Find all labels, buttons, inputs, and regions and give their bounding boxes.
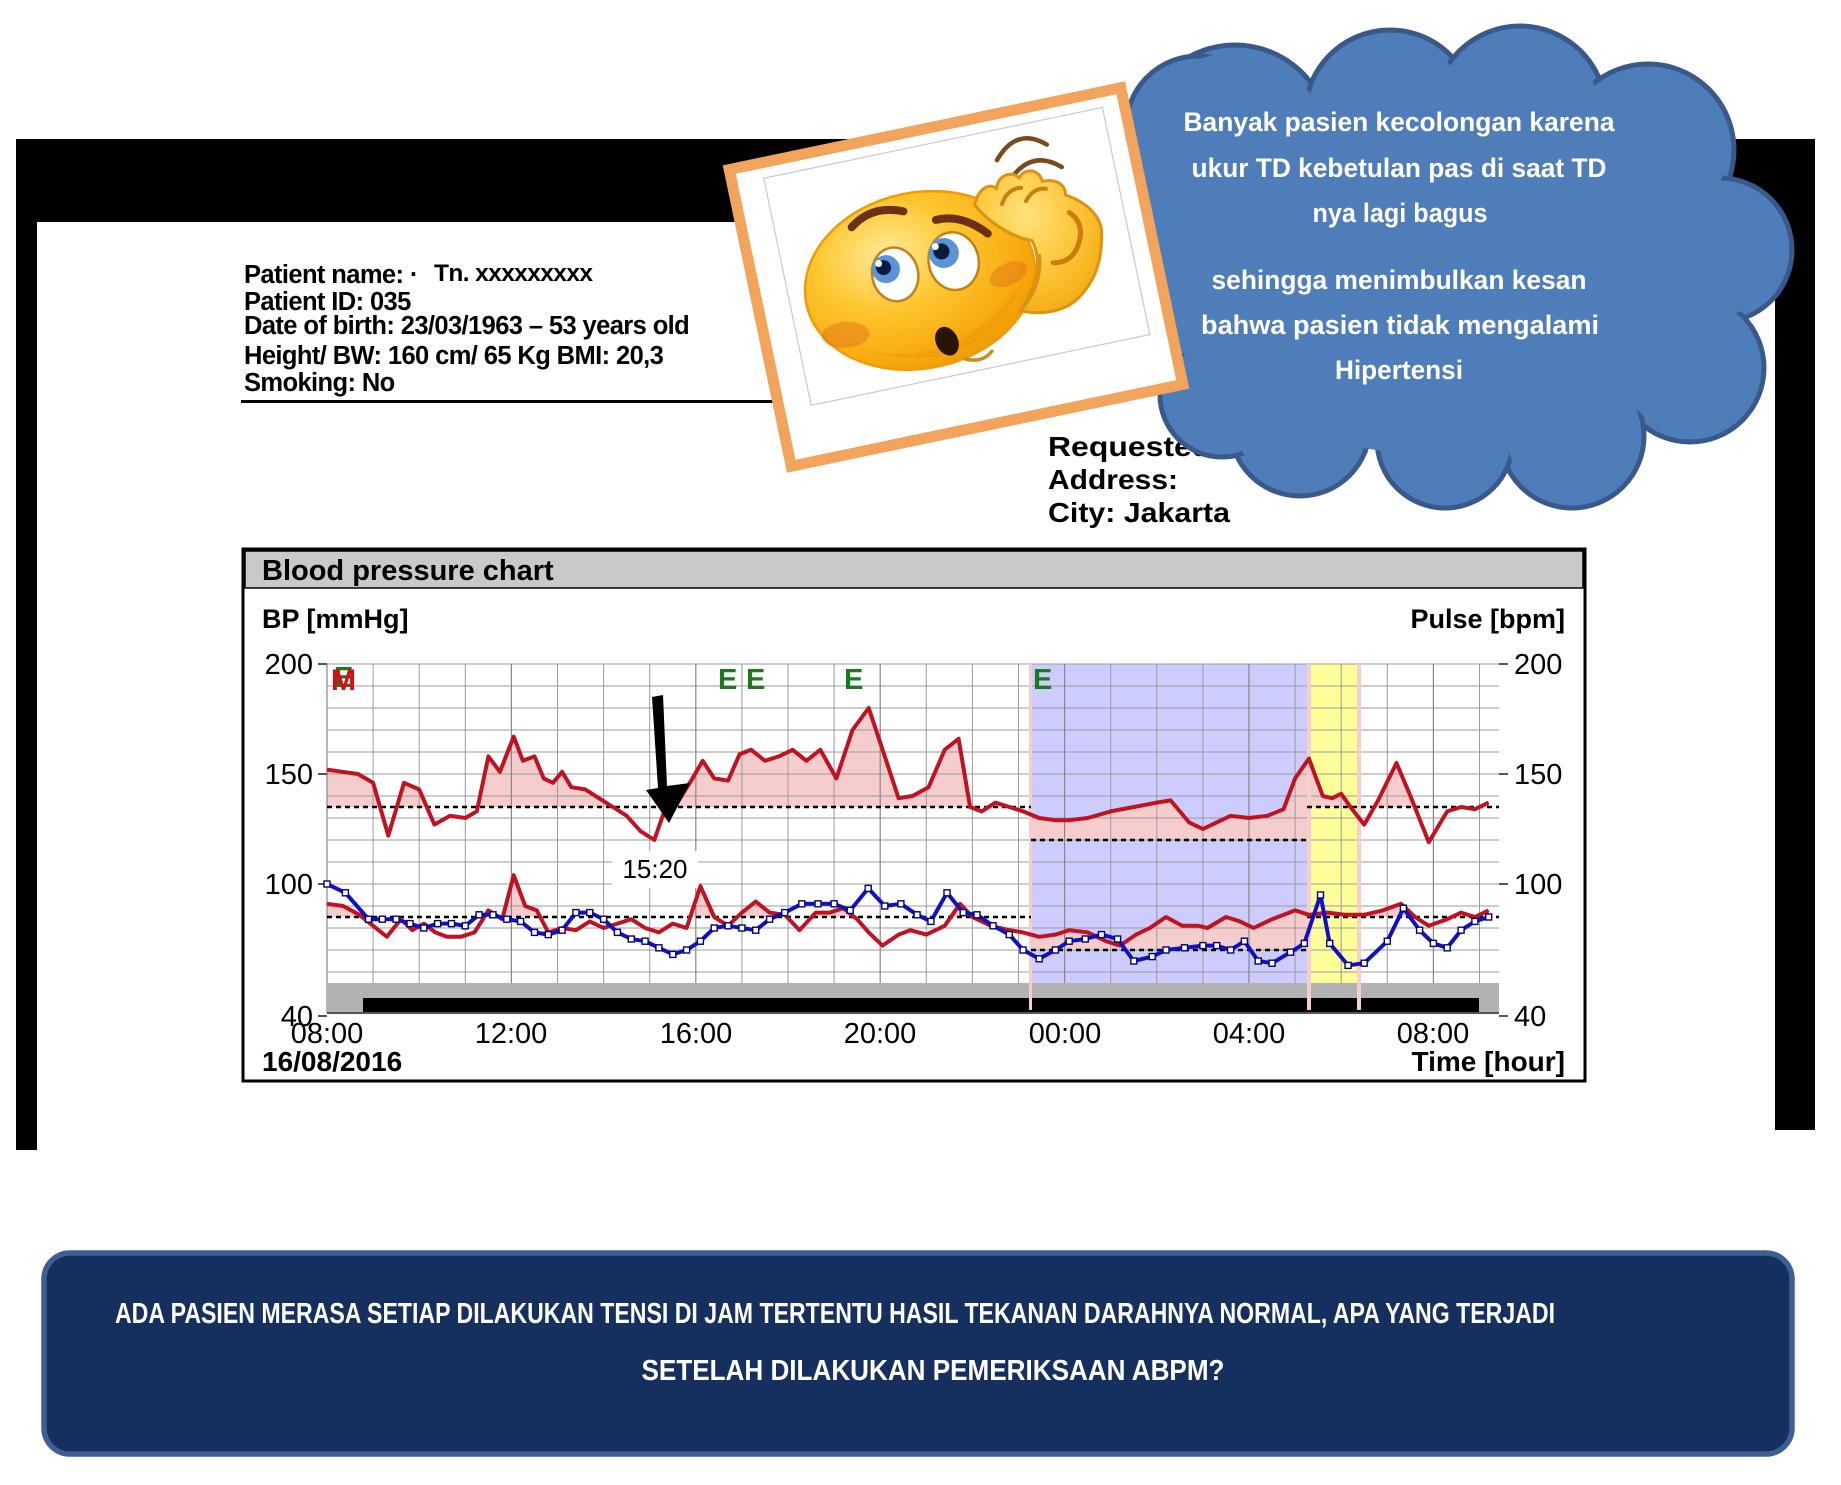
svg-text:Patient name: ·: Patient name: · (244, 261, 418, 289)
svg-text:M: M (331, 664, 356, 697)
svg-text:SETELAH DILAKUKAN PEMERIKSAAN: SETELAH DILAKUKAN PEMERIKSAAN ABPM? (642, 1355, 1225, 1387)
svg-text:200: 200 (1514, 649, 1562, 681)
svg-text:15:20: 15:20 (622, 854, 687, 884)
svg-text:Time [hour]: Time [hour] (1412, 1046, 1565, 1077)
svg-text:Banyak pasien kecolongan karen: Banyak pasien kecolongan karena (1184, 107, 1615, 137)
svg-text:Address:: Address: (1048, 464, 1178, 495)
svg-text:16:00: 16:00 (660, 1018, 733, 1050)
svg-text:100: 100 (1514, 869, 1562, 901)
svg-text:sehingga menimbulkan kesan: sehingga menimbulkan kesan (1212, 265, 1587, 295)
svg-text:12:00: 12:00 (475, 1018, 548, 1050)
svg-text:Smoking: No: Smoking: No (244, 369, 395, 397)
svg-text:08:00: 08:00 (1397, 1018, 1470, 1050)
svg-text:ADA PASIEN MERASA SETIAP DILA: ADA PASIEN MERASA SETIAP DILAKUKAN TENSI… (115, 1298, 1555, 1330)
svg-text:City: Jakarta: City: Jakarta (1048, 497, 1230, 528)
svg-text:BP [mmHg]: BP [mmHg] (262, 604, 409, 634)
svg-text:ukur TD kebetulan pas di saat: ukur TD kebetulan pas di saat TD (1192, 153, 1607, 183)
svg-text:Blood pressure chart: Blood pressure chart (262, 555, 554, 587)
svg-text:04:00: 04:00 (1213, 1018, 1286, 1050)
svg-text:150: 150 (265, 759, 313, 791)
svg-text:E: E (844, 664, 863, 696)
svg-text:16/08/2016: 16/08/2016 (262, 1046, 402, 1077)
svg-text:150: 150 (1514, 759, 1562, 791)
svg-text:Patient ID: 035: Patient ID: 035 (244, 288, 411, 316)
svg-text:E: E (1033, 664, 1052, 696)
svg-text:40: 40 (281, 1001, 313, 1033)
svg-text:Height/ BW: 160 cm/ 65 Kg BMI:: Height/ BW: 160 cm/ 65 Kg BMI: 20,3 (244, 342, 664, 370)
svg-text:nya lagi bagus: nya lagi bagus (1313, 198, 1488, 228)
svg-text:Pulse [bpm]: Pulse [bpm] (1410, 604, 1565, 634)
svg-text:200: 200 (265, 649, 313, 681)
svg-text:40: 40 (1514, 1001, 1546, 1033)
svg-text:00:00: 00:00 (1029, 1018, 1102, 1050)
svg-text:100: 100 (265, 869, 313, 901)
svg-text:E: E (334, 662, 353, 694)
svg-text:E: E (718, 664, 737, 696)
svg-text:08:00: 08:00 (291, 1018, 364, 1050)
svg-text:Hipertensi: Hipertensi (1335, 355, 1463, 385)
svg-text:Tn. xxxxxxxxx: Tn. xxxxxxxxx (434, 260, 593, 287)
svg-text:20:00: 20:00 (844, 1018, 917, 1050)
svg-text:Date of birth: 23/03/1963 – 53: Date of birth: 23/03/1963 – 53 years old (244, 312, 689, 340)
svg-text:E: E (746, 664, 765, 696)
svg-text:bahwa pasien tidak mengalami: bahwa pasien tidak mengalami (1201, 310, 1599, 340)
